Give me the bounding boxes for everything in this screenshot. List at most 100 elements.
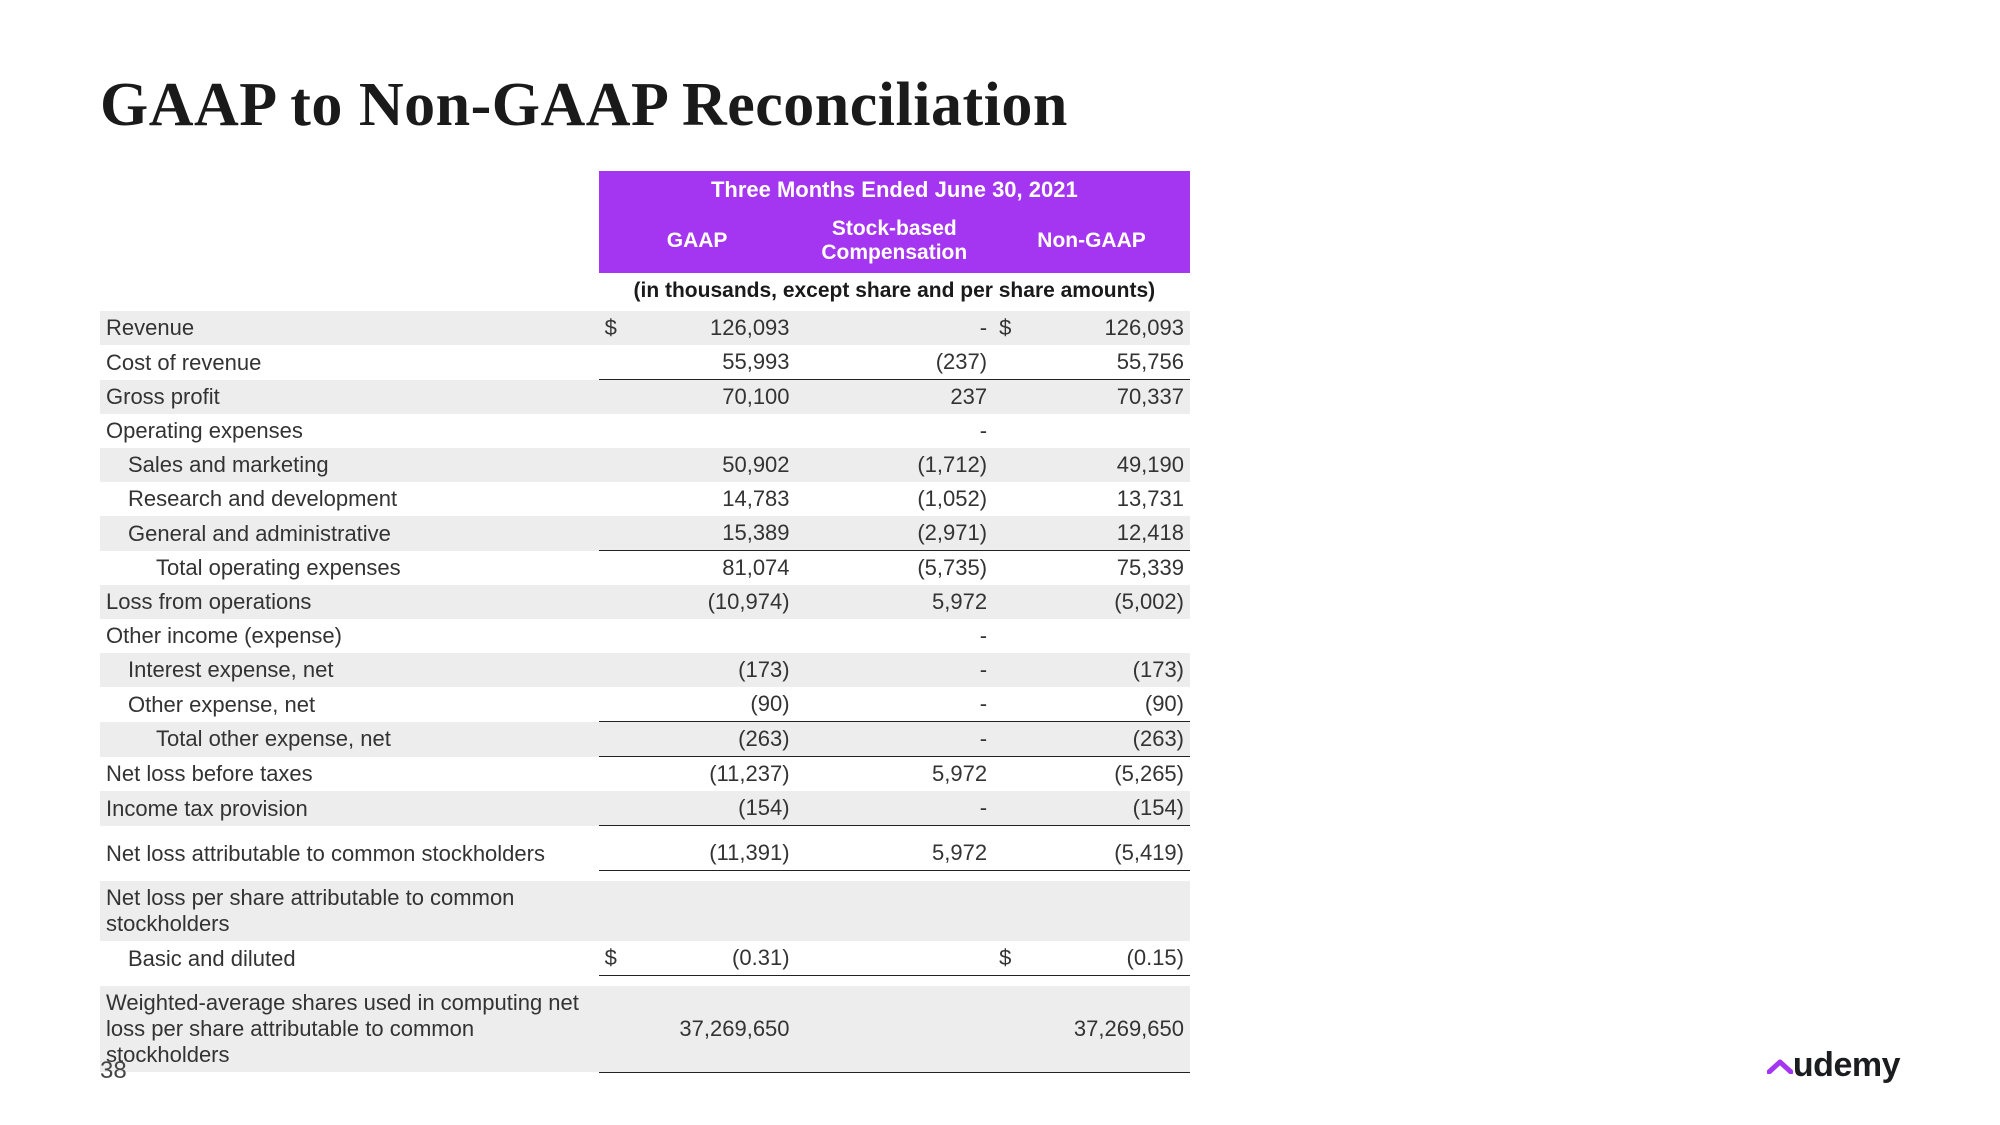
row-label: General and administrative [100,516,599,551]
currency-cell [599,791,638,826]
row-label: Net loss attributable to common stockhol… [100,836,599,871]
blank-header [100,171,599,209]
currency-cell [993,585,1032,619]
currency-cell: $ [599,311,638,345]
gaap-cell: (11,391) [637,836,795,871]
row-label: Total operating expenses [100,551,599,586]
currency-cell [993,881,1032,941]
table-row: Interest expense, net(173)-(173) [100,653,1190,687]
table-row: Weighted-average shares used in computin… [100,986,1190,1072]
gaap-cell: (263) [637,722,795,757]
row-label: Total other expense, net [100,722,599,757]
sbc-cell: - [834,653,993,687]
sbc-cell: - [834,414,993,448]
row-label: Operating expenses [100,414,599,448]
gaap-cell: 37,269,650 [637,986,795,1072]
gaap-cell [637,619,795,653]
sbc-cell [834,881,993,941]
reconciliation-table: Three Months Ended June 30, 2021 GAAP St… [100,171,1190,1073]
nongaap-cell: 49,190 [1032,448,1190,482]
currency-cell [993,345,1032,380]
table-row: Gross profit70,10023770,337 [100,380,1190,415]
currency-cell [599,380,638,415]
currency-cell [599,653,638,687]
currency-cell [796,653,835,687]
nongaap-cell: (0.15) [1032,941,1190,976]
sbc-cell: (1,052) [834,482,993,516]
currency-cell [599,986,638,1072]
currency-cell [993,551,1032,586]
currency-cell [993,482,1032,516]
currency-cell [599,722,638,757]
row-label: Revenue [100,311,599,345]
gaap-cell: (173) [637,653,795,687]
blank-cell [100,273,599,311]
currency-cell [993,722,1032,757]
row-label: Net loss before taxes [100,757,599,792]
currency-cell: $ [599,941,638,976]
currency-cell [796,836,835,871]
currency-cell [796,516,835,551]
sbc-cell [834,986,993,1072]
row-label: Other income (expense) [100,619,599,653]
currency-cell [993,448,1032,482]
spacer-row [100,976,1190,987]
table-row: Basic and diluted$(0.31)$(0.15) [100,941,1190,976]
currency-cell [796,791,835,826]
table-row: Research and development14,783(1,052)13,… [100,482,1190,516]
gaap-cell: 70,100 [637,380,795,415]
currency-cell [993,414,1032,448]
col-header-gaap: GAAP [599,209,796,273]
currency-cell [796,687,835,722]
table-row: Other expense, net(90)-(90) [100,687,1190,722]
sbc-cell: (237) [834,345,993,380]
sbc-cell: - [834,722,993,757]
units-note: (in thousands, except share and per shar… [599,273,1190,311]
nongaap-cell [1032,619,1190,653]
currency-cell [599,619,638,653]
brand-text: udemy [1793,1046,1900,1084]
sbc-cell: (5,735) [834,551,993,586]
sbc-cell: - [834,619,993,653]
currency-cell [599,551,638,586]
currency-cell [993,380,1032,415]
currency-cell [599,414,638,448]
col-header-sbc: Stock-based Compensation [796,209,994,273]
table-row: General and administrative15,389(2,971)1… [100,516,1190,551]
currency-cell [796,311,835,345]
table-row: Sales and marketing50,902(1,712)49,190 [100,448,1190,482]
gaap-cell: 126,093 [637,311,795,345]
currency-cell [599,687,638,722]
row-label: Income tax provision [100,791,599,826]
col-header-nongaap: Non-GAAP [993,209,1190,273]
currency-cell [993,516,1032,551]
row-label: Interest expense, net [100,653,599,687]
row-label: Sales and marketing [100,448,599,482]
currency-cell [796,551,835,586]
table-row: Income tax provision(154)-(154) [100,791,1190,826]
sbc-cell: - [834,687,993,722]
sbc-cell: 5,972 [834,757,993,792]
gaap-cell: (10,974) [637,585,795,619]
nongaap-cell: 70,337 [1032,380,1190,415]
gaap-cell: (90) [637,687,795,722]
brand-logo: udemy [1767,1046,1900,1085]
gaap-cell [637,414,795,448]
nongaap-cell: (154) [1032,791,1190,826]
currency-cell [993,757,1032,792]
nongaap-cell: (263) [1032,722,1190,757]
row-label: Gross profit [100,380,599,415]
gaap-cell [637,881,795,941]
currency-cell [796,380,835,415]
nongaap-cell: 55,756 [1032,345,1190,380]
currency-cell [599,585,638,619]
nongaap-cell: (5,002) [1032,585,1190,619]
gaap-cell: 55,993 [637,345,795,380]
nongaap-cell: (90) [1032,687,1190,722]
currency-cell [796,757,835,792]
nongaap-cell: 126,093 [1032,311,1190,345]
gaap-cell: (11,237) [637,757,795,792]
currency-cell [993,836,1032,871]
nongaap-cell: 12,418 [1032,516,1190,551]
sbc-cell: - [834,311,993,345]
